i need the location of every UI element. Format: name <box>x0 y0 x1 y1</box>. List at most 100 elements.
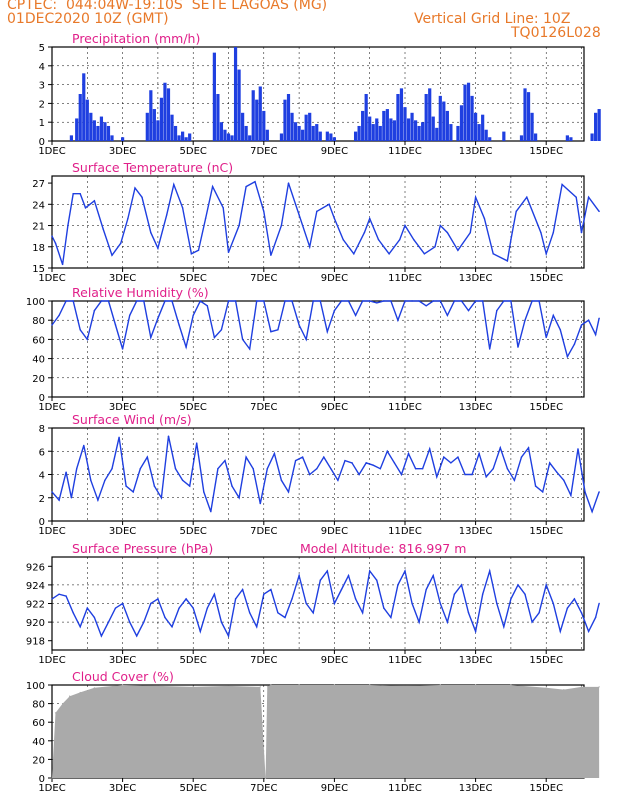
series-point <box>120 242 122 244</box>
precip-bar <box>417 125 421 141</box>
series-point <box>100 300 103 302</box>
series-point <box>577 448 579 450</box>
series-point <box>566 355 569 358</box>
series-point <box>84 207 87 209</box>
header-run-id: TQ0126L028 <box>511 25 601 41</box>
series-point <box>316 210 318 213</box>
series-point <box>538 612 540 614</box>
series-point <box>65 471 67 473</box>
x-tick-label: 9DEC <box>321 783 348 794</box>
series-point <box>111 467 113 470</box>
series-point <box>72 300 74 302</box>
series-point <box>425 305 427 307</box>
series-point <box>344 459 346 462</box>
precip-bar <box>413 120 418 141</box>
series-point <box>340 588 343 591</box>
series-point <box>478 452 480 455</box>
series-point <box>51 598 53 600</box>
precip-bar <box>438 95 442 141</box>
series-point <box>337 479 339 482</box>
series-point <box>100 635 103 637</box>
chart-title: Surface Wind (m/s) <box>72 412 192 427</box>
series-point <box>188 485 191 487</box>
series-point <box>594 333 597 336</box>
series-point <box>453 300 456 302</box>
precip-bar <box>466 82 471 141</box>
precip-bar <box>173 125 178 141</box>
series-point <box>263 300 265 302</box>
precip-bar <box>170 114 174 141</box>
series-point <box>301 456 304 458</box>
precip-bar <box>103 122 107 141</box>
precip-bar <box>110 135 114 141</box>
series-point <box>330 467 332 470</box>
precip-bar <box>389 118 393 141</box>
series-point <box>517 346 519 348</box>
x-tick-label: 11DEC <box>388 402 422 413</box>
series-point <box>591 511 593 513</box>
x-tick-label: 11DEC <box>388 655 422 666</box>
series-point <box>496 602 498 605</box>
precip-bar <box>488 137 492 141</box>
series-point <box>128 314 131 317</box>
series-point <box>460 584 463 586</box>
x-tick-label: 13DEC <box>459 273 493 284</box>
precip-bar <box>484 129 488 141</box>
precip-bar <box>212 52 216 141</box>
x-tick-label: 11DEC <box>388 526 422 537</box>
precip-bar <box>361 110 365 141</box>
series-point <box>256 626 258 628</box>
series-point <box>361 612 364 614</box>
precip-bar <box>396 94 400 141</box>
y-tick-label: 40 <box>32 737 45 748</box>
y-tick-label: 0 <box>39 517 45 528</box>
precip-bar <box>226 133 231 141</box>
y-tick-label: 40 <box>32 355 45 366</box>
series-point <box>245 456 247 458</box>
series-point <box>390 300 392 302</box>
series-point <box>241 338 244 341</box>
cloud-point <box>122 684 124 686</box>
series-point <box>481 593 484 595</box>
x-tick-label: 9DEC <box>321 402 348 413</box>
series-point <box>580 324 583 326</box>
x-tick-label: 9DEC <box>321 526 348 537</box>
series-point <box>531 621 533 623</box>
series-point <box>492 467 494 470</box>
series-point <box>358 473 360 476</box>
series-point <box>354 314 357 317</box>
cloud-point <box>79 691 81 694</box>
series-point <box>439 602 441 605</box>
series-point <box>277 612 279 614</box>
y-tick-label: 0 <box>39 774 45 785</box>
series-point <box>365 462 367 464</box>
series-point <box>414 467 417 470</box>
series-point <box>598 317 600 319</box>
series-point <box>404 224 406 227</box>
precip-bar <box>99 116 104 141</box>
series-point <box>598 602 600 605</box>
series-point <box>573 343 576 345</box>
series-point <box>517 584 519 586</box>
series-point <box>203 491 205 493</box>
precip-bar <box>353 131 358 141</box>
precip-bar <box>177 135 181 141</box>
precip-bar <box>406 118 411 141</box>
series-point <box>65 300 67 302</box>
series-point <box>114 607 117 609</box>
series-point <box>127 217 129 220</box>
precip-bar <box>255 99 259 141</box>
series-point <box>584 491 586 493</box>
cloud-point <box>259 686 261 688</box>
precip-bar <box>219 122 224 141</box>
x-tick-label: 5DEC <box>180 783 207 794</box>
cloud-area <box>52 685 600 778</box>
precip-bar <box>279 133 284 141</box>
series-point <box>118 436 120 438</box>
series-point <box>114 324 117 326</box>
y-tick-label: 2 <box>39 494 45 505</box>
precip-bar <box>410 112 414 141</box>
precip-bar <box>311 125 315 141</box>
precip-bar <box>565 135 569 141</box>
